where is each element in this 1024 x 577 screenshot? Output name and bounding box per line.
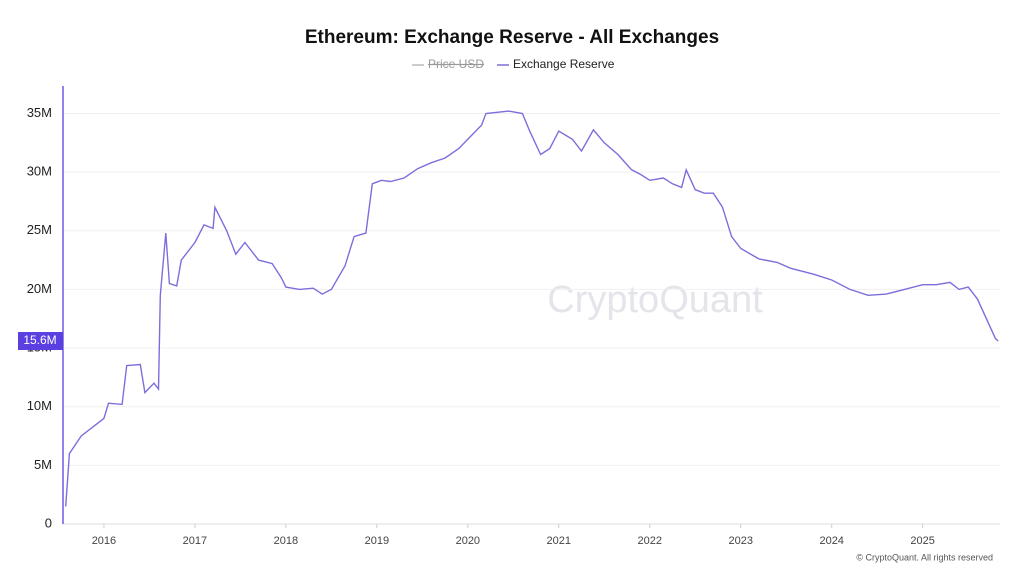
x-tick-label: 2023	[728, 535, 752, 547]
last-value-label: 15.6M	[23, 333, 56, 347]
y-tick-label: 20M	[27, 281, 52, 296]
x-tick-label: 2024	[819, 535, 843, 547]
watermark: CryptoQuant	[547, 279, 763, 321]
y-tick-label: 5M	[34, 457, 52, 472]
x-tick-label: 2019	[365, 535, 389, 547]
y-tick-label: 0	[45, 515, 52, 530]
reserve-line	[65, 110, 999, 507]
x-tick-label: 2020	[456, 535, 480, 547]
x-tick-label: 2017	[183, 535, 207, 547]
chart-title: Ethereum: Exchange Reserve - All Exchang…	[305, 27, 719, 48]
x-tick-label: 2025	[910, 535, 934, 547]
last-value-badge	[18, 332, 63, 351]
legend-label: Price USD	[428, 57, 484, 71]
footer: © CryptoQuant. All rights reserved	[856, 552, 993, 562]
x-tick-label: 2021	[547, 535, 571, 547]
x-tick-label: 2022	[638, 535, 662, 547]
x-tick-label: 2018	[274, 535, 298, 547]
y-tick-label: 35M	[27, 105, 52, 120]
y-tick-label: 10M	[27, 398, 52, 413]
x-tick-label: 2016	[92, 535, 116, 547]
y-tick-label: 25M	[27, 222, 52, 237]
y-tick-label: 30M	[27, 164, 52, 179]
legend-label: Exchange Reserve	[513, 57, 615, 71]
